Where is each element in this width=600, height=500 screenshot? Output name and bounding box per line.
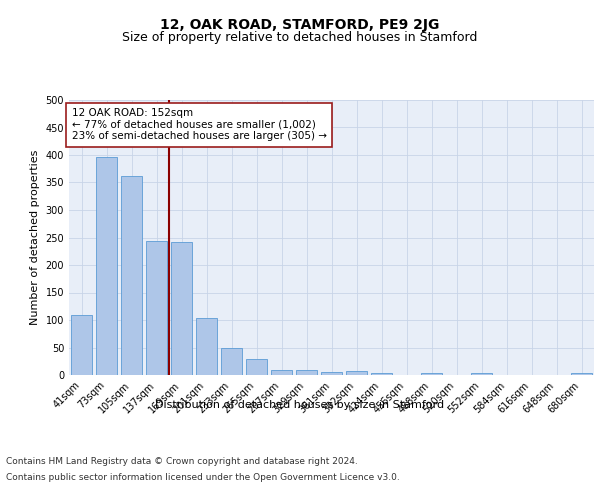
Bar — [121, 176, 142, 375]
Bar — [296, 370, 317, 375]
Text: 12, OAK ROAD, STAMFORD, PE9 2JG: 12, OAK ROAD, STAMFORD, PE9 2JG — [160, 18, 440, 32]
Bar — [421, 373, 442, 375]
Bar — [146, 242, 167, 375]
Text: Distribution of detached houses by size in Stamford: Distribution of detached houses by size … — [155, 400, 445, 410]
Y-axis label: Number of detached properties: Number of detached properties — [30, 150, 40, 325]
Text: 12 OAK ROAD: 152sqm
← 77% of detached houses are smaller (1,002)
23% of semi-det: 12 OAK ROAD: 152sqm ← 77% of detached ho… — [71, 108, 326, 142]
Bar — [321, 372, 342, 375]
Bar — [371, 374, 392, 375]
Text: Contains public sector information licensed under the Open Government Licence v3: Contains public sector information licen… — [6, 472, 400, 482]
Bar — [221, 348, 242, 375]
Bar — [71, 314, 92, 375]
Text: Contains HM Land Registry data © Crown copyright and database right 2024.: Contains HM Land Registry data © Crown c… — [6, 458, 358, 466]
Bar — [346, 371, 367, 375]
Bar — [96, 156, 117, 375]
Text: Size of property relative to detached houses in Stamford: Size of property relative to detached ho… — [122, 31, 478, 44]
Bar — [571, 373, 592, 375]
Bar — [246, 358, 267, 375]
Bar — [271, 370, 292, 375]
Bar — [471, 373, 492, 375]
Bar — [171, 242, 192, 375]
Bar — [196, 318, 217, 375]
